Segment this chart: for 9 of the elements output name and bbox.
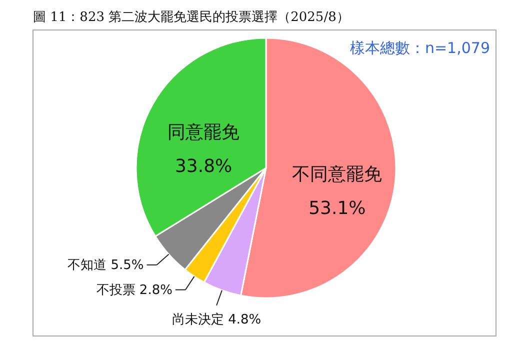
slice-label: 尚未決定 4.8% [172,312,262,328]
slice-label: 同意罷免 [168,122,240,144]
slice-label: 不同意罷免 [292,164,382,185]
text: 樣本總數：n=1,079 [350,39,490,57]
chart-title: 圖 11：823 第二波大罷免選民的投票選擇（2025/8） [33,10,350,25]
slice-label: 不知道 5.5% [68,258,144,273]
data-label: 33.8% [174,156,232,178]
slice-label: 不投票 2.8% [96,282,172,298]
data-label: 53.1% [308,198,366,219]
